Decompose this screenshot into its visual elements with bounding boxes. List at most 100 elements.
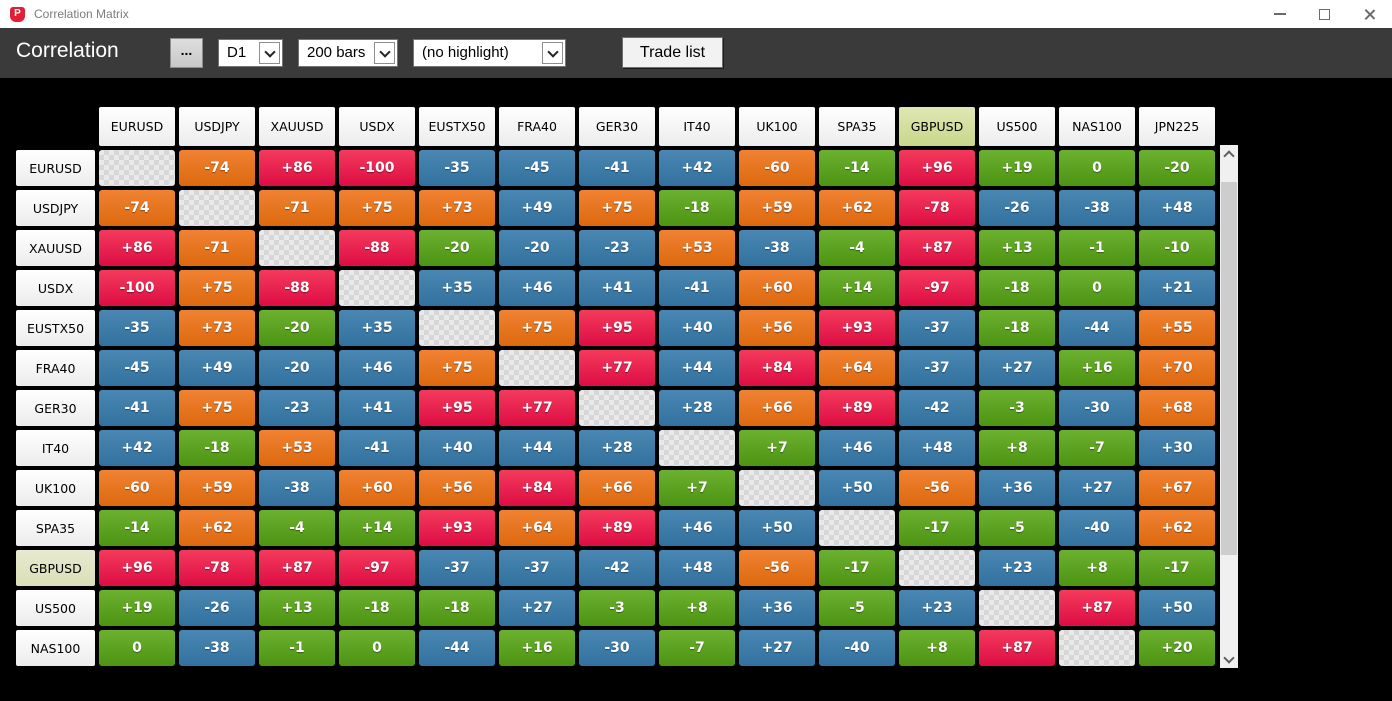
column-header-usdx[interactable]: USDX <box>339 107 415 146</box>
row-header-usdx[interactable]: USDX <box>16 270 95 306</box>
timeframe-select[interactable]: D1 <box>218 39 283 67</box>
dropdown-arrow-icon <box>259 42 280 64</box>
matrix-cell-gbpusd-usdjpy: -78 <box>179 550 255 586</box>
column-header-usdjpy[interactable]: USDJPY <box>179 107 255 146</box>
row-header-eustx50[interactable]: EUSTX50 <box>16 310 95 346</box>
matrix-cell-nas100-usdjpy: -38 <box>179 630 255 666</box>
matrix-cell-us500-jpn225: +50 <box>1139 590 1215 626</box>
vertical-scrollbar[interactable] <box>1220 145 1238 668</box>
matrix-cell-usdx-it40: -41 <box>659 270 735 306</box>
column-header-eurusd[interactable]: EURUSD <box>99 107 175 146</box>
matrix-cell-eurusd-jpn225: -20 <box>1139 150 1215 186</box>
matrix-cell-nas100-xauusd: -1 <box>259 630 335 666</box>
matrix-cell-spa35-us500: -5 <box>979 510 1055 546</box>
bars-select[interactable]: 200 bars <box>298 39 398 67</box>
matrix-cell-fra40-it40: +44 <box>659 350 735 386</box>
close-icon <box>1363 8 1376 21</box>
row-header-fra40[interactable]: FRA40 <box>16 350 95 386</box>
matrix-cell-it40-us500: +8 <box>979 430 1055 466</box>
matrix-cell-eurusd-usdx: -100 <box>339 150 415 186</box>
matrix-cell-xauusd-uk100: -38 <box>739 230 815 266</box>
diagonal-cell-ger30 <box>579 390 655 426</box>
scrollbar-thumb[interactable] <box>1221 182 1237 555</box>
matrix-cell-fra40-usdx: +46 <box>339 350 415 386</box>
matrix-cell-gbpusd-it40: +48 <box>659 550 735 586</box>
matrix-cell-gbpusd-usdx: -97 <box>339 550 415 586</box>
matrix-cell-it40-uk100: +7 <box>739 430 815 466</box>
matrix-cell-it40-usdjpy: -18 <box>179 430 255 466</box>
matrix-cell-eustx50-usdjpy: +73 <box>179 310 255 346</box>
row-header-uk100[interactable]: UK100 <box>16 470 95 506</box>
matrix-cell-eurusd-uk100: -60 <box>739 150 815 186</box>
options-button[interactable]: ... <box>170 38 203 68</box>
row-header-ger30[interactable]: GER30 <box>16 390 95 426</box>
highlight-select[interactable]: (no highlight) <box>413 39 566 67</box>
column-header-spa35[interactable]: SPA35 <box>819 107 895 146</box>
chevron-up-icon <box>1223 150 1235 162</box>
trade-list-button[interactable]: Trade list <box>622 37 723 68</box>
column-header-it40[interactable]: IT40 <box>659 107 735 146</box>
matrix-cell-usdjpy-usdx: +75 <box>339 190 415 226</box>
matrix-cell-ger30-nas100: -30 <box>1059 390 1135 426</box>
maximize-button[interactable] <box>1302 0 1347 28</box>
column-header-ger30[interactable]: GER30 <box>579 107 655 146</box>
matrix-cell-spa35-eustx50: +93 <box>419 510 495 546</box>
matrix-cell-ger30-eurusd: -41 <box>99 390 175 426</box>
correlation-matrix: EURUSD USDJPY XAUUSD USDX EUSTX50 FRA40 GER30 I… <box>16 107 1215 666</box>
matrix-cell-us500-xauusd: +13 <box>259 590 335 626</box>
matrix-cell-eustx50-eurusd: -35 <box>99 310 175 346</box>
bars-value: 200 bars <box>307 44 366 61</box>
column-header-uk100[interactable]: UK100 <box>739 107 815 146</box>
matrix-cell-gbpusd-eustx50: -37 <box>419 550 495 586</box>
matrix-cell-gbpusd-nas100: +8 <box>1059 550 1135 586</box>
matrix-cell-eurusd-spa35: -14 <box>819 150 895 186</box>
matrix-cell-us500-it40: +8 <box>659 590 735 626</box>
matrix-cell-nas100-fra40: +16 <box>499 630 575 666</box>
diagonal-cell-usdx <box>339 270 415 306</box>
row-header-it40[interactable]: IT40 <box>16 430 95 466</box>
row-header-nas100[interactable]: NAS100 <box>16 630 95 666</box>
diagonal-cell-spa35 <box>819 510 895 546</box>
matrix-cell-fra40-nas100: +16 <box>1059 350 1135 386</box>
matrix-cell-it40-usdx: -41 <box>339 430 415 466</box>
title-bar: P Correlation Matrix <box>0 0 1392 28</box>
column-header-fra40[interactable]: FRA40 <box>499 107 575 146</box>
matrix-cell-gbpusd-ger30: -42 <box>579 550 655 586</box>
matrix-cell-usdjpy-gbpusd: -78 <box>899 190 975 226</box>
column-header-xauusd[interactable]: XAUUSD <box>259 107 335 146</box>
column-header-nas100[interactable]: NAS100 <box>1059 107 1135 146</box>
matrix-cell-eustx50-us500: -18 <box>979 310 1055 346</box>
matrix-cell-usdjpy-jpn225: +48 <box>1139 190 1215 226</box>
matrix-cell-gbpusd-jpn225: -17 <box>1139 550 1215 586</box>
matrix-cell-ger30-it40: +28 <box>659 390 735 426</box>
scroll-down-button[interactable] <box>1220 650 1238 668</box>
matrix-cell-fra40-ger30: +77 <box>579 350 655 386</box>
column-header-gbpusd[interactable]: GBPUSD <box>899 107 975 146</box>
matrix-cell-it40-jpn225: +30 <box>1139 430 1215 466</box>
scroll-up-button[interactable] <box>1220 145 1238 163</box>
row-header-usdjpy[interactable]: USDJPY <box>16 190 95 226</box>
matrix-cell-usdjpy-ger30: +75 <box>579 190 655 226</box>
matrix-cell-uk100-eustx50: +56 <box>419 470 495 506</box>
matrix-cell-fra40-eustx50: +75 <box>419 350 495 386</box>
highlight-value: (no highlight) <box>422 44 509 61</box>
chevron-down-icon <box>1223 652 1235 664</box>
minimize-button[interactable] <box>1257 0 1302 28</box>
column-header-jpn225[interactable]: JPN225 <box>1139 107 1215 146</box>
matrix-cell-spa35-uk100: +50 <box>739 510 815 546</box>
row-header-eurusd[interactable]: EURUSD <box>16 150 95 186</box>
matrix-cell-it40-eurusd: +42 <box>99 430 175 466</box>
matrix-cell-eurusd-us500: +19 <box>979 150 1055 186</box>
matrix-cell-uk100-eurusd: -60 <box>99 470 175 506</box>
column-header-us500[interactable]: US500 <box>979 107 1055 146</box>
close-button[interactable] <box>1347 0 1392 28</box>
matrix-cell-us500-usdjpy: -26 <box>179 590 255 626</box>
matrix-cell-it40-fra40: +44 <box>499 430 575 466</box>
row-header-gbpusd[interactable]: GBPUSD <box>16 550 95 586</box>
row-header-us500[interactable]: US500 <box>16 590 95 626</box>
row-header-spa35[interactable]: SPA35 <box>16 510 95 546</box>
matrix-cell-usdjpy-fra40: +49 <box>499 190 575 226</box>
matrix-cell-spa35-ger30: +89 <box>579 510 655 546</box>
column-header-eustx50[interactable]: EUSTX50 <box>419 107 495 146</box>
row-header-xauusd[interactable]: XAUUSD <box>16 230 95 266</box>
